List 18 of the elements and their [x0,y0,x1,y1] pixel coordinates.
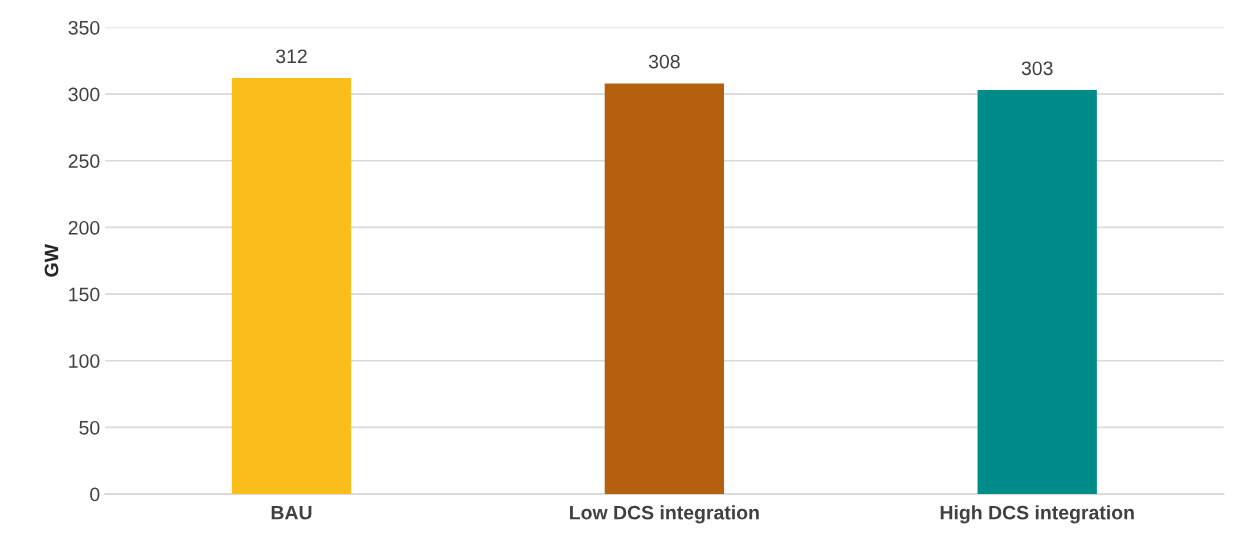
y-tick-label: 200 [68,220,100,235]
data-label: 303 [1021,61,1053,76]
y-tick-label: 300 [68,87,100,102]
y-tick-label: 0 [90,487,100,502]
bar [604,83,725,495]
y-tick-label: 100 [69,354,100,369]
y-tick-label: 50 [79,420,100,435]
data-label: 312 [276,49,307,64]
y-axis-title: GW [44,244,59,277]
y-tick-label: 150 [69,287,100,302]
x-tick-label: Low DCS integration [570,505,759,524]
x-tick-label: BAU [271,505,312,520]
data-label: 308 [648,54,680,69]
y-tick-label: 250 [68,154,100,169]
y-tick-label: 350 [68,20,100,35]
bar [977,90,1097,495]
x-tick-label: High DCS integration [940,505,1134,524]
bar [231,78,352,495]
